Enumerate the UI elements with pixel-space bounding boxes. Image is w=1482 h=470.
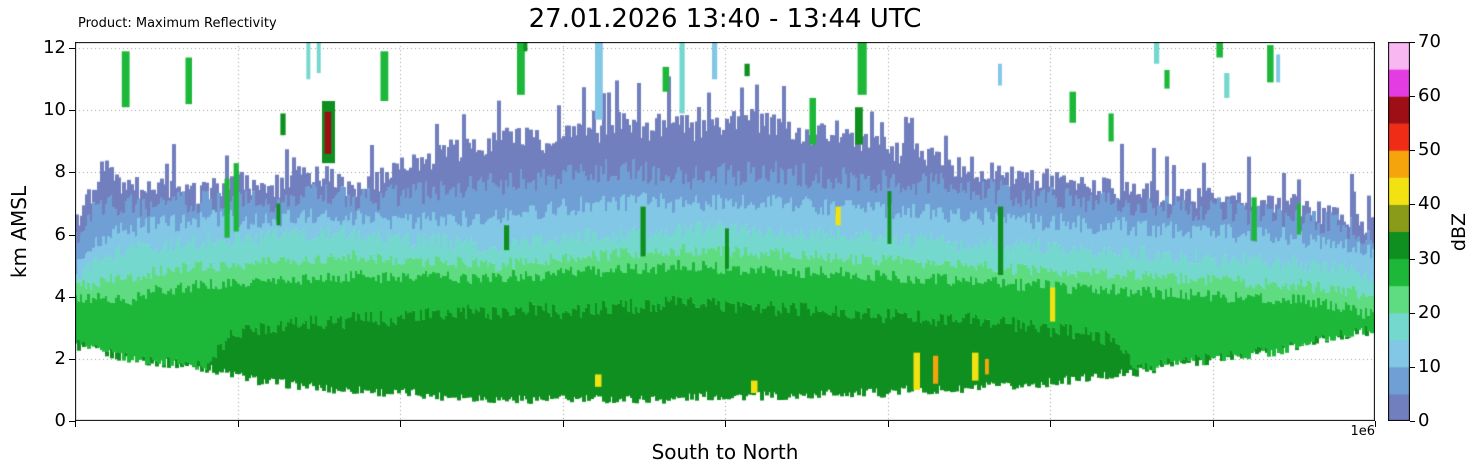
colorbar-tick-label: 70 [1418, 31, 1441, 52]
chart-title: 27.01.2026 13:40 - 13:44 UTC [528, 4, 922, 34]
y-tick-label: 8 [54, 161, 66, 183]
colorbar-tick-label: 40 [1418, 193, 1441, 215]
x-axis-label: South to North [651, 440, 799, 464]
y-tick-label: 0 [54, 410, 66, 431]
colorbar-tick-mark [1410, 42, 1415, 43]
reflectivity-heatmap-canvas [75, 42, 1375, 421]
y-tick-mark [69, 48, 75, 49]
x-tick-mark [1050, 421, 1051, 427]
y-tick-label: 2 [54, 347, 66, 369]
x-tick-mark [888, 421, 889, 427]
y-tick-label: 10 [43, 99, 66, 121]
y-tick-label: 6 [54, 223, 66, 245]
y-tick-mark [69, 172, 75, 173]
colorbar-tick-mark [1410, 96, 1415, 97]
y-tick-mark [69, 110, 75, 111]
colorbar-label: dBZ [1448, 212, 1470, 251]
x-tick-mark [1375, 421, 1376, 427]
x-tick-mark [563, 421, 564, 427]
product-label: Product: Maximum Reflectivity [78, 16, 277, 31]
colorbar-tick-mark [1410, 421, 1415, 422]
y-axis-label: km AMSL [7, 185, 32, 278]
y-tick-label: 4 [54, 285, 66, 307]
y-tick-mark [69, 297, 75, 298]
x-tick-mark [1213, 421, 1214, 427]
colorbar-tick-mark [1410, 313, 1415, 314]
colorbar-canvas [1388, 42, 1410, 421]
colorbar-tick-label: 50 [1418, 139, 1441, 161]
colorbar-tick-mark [1410, 150, 1415, 151]
x-tick-mark [725, 421, 726, 427]
x-axis-offset-label: 1e6 [1350, 424, 1375, 439]
y-tick-label: 12 [43, 37, 66, 59]
x-tick-mark [400, 421, 401, 427]
colorbar-tick-label: 0 [1418, 410, 1430, 431]
y-tick-mark [69, 421, 75, 422]
colorbar-tick-mark [1410, 259, 1415, 260]
colorbar-tick-mark [1410, 367, 1415, 368]
y-tick-mark [69, 359, 75, 360]
colorbar-tick-label: 60 [1418, 85, 1441, 107]
colorbar-tick-label: 20 [1418, 301, 1441, 323]
colorbar-tick-label: 30 [1418, 247, 1441, 269]
colorbar-tick-label: 10 [1418, 355, 1441, 377]
x-tick-mark [75, 421, 76, 427]
colorbar-tick-mark [1410, 204, 1415, 205]
y-tick-mark [69, 235, 75, 236]
x-tick-mark [238, 421, 239, 427]
